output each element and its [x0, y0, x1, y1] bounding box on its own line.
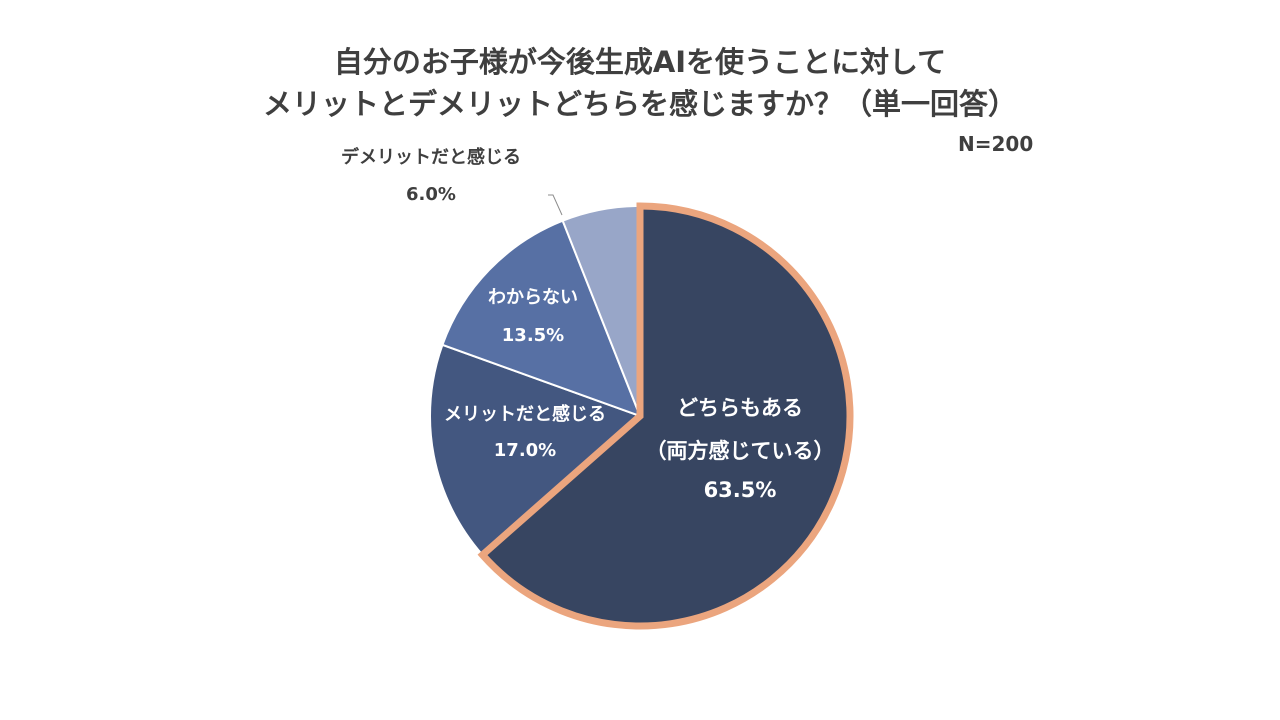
- chart-title-line-1: 自分のお子様が今後生成AIを使うことに対して: [333, 45, 947, 79]
- slice-value-label: 17.0%: [494, 440, 556, 461]
- slice-label: デメリットだと感じる: [341, 146, 521, 168]
- slice-label: メリットだと感じる: [444, 403, 606, 425]
- slice-label: どちらもある: [677, 396, 803, 420]
- slice-value-label: 13.5%: [502, 325, 564, 346]
- pie-slice: [441, 219, 642, 418]
- pie-slice: [477, 202, 854, 630]
- slice-label: わからない: [488, 287, 578, 308]
- chart-title-line-2: メリットとデメリットどちらを感じますか？（単一回答）: [262, 87, 1017, 121]
- slice-label: （両方感じている）: [646, 439, 835, 463]
- slice-value-label: 63.5%: [704, 478, 777, 502]
- sample-size-note: N=200: [958, 132, 1034, 156]
- slice-value-label: 6.0%: [406, 184, 456, 205]
- leader-line: [548, 194, 563, 216]
